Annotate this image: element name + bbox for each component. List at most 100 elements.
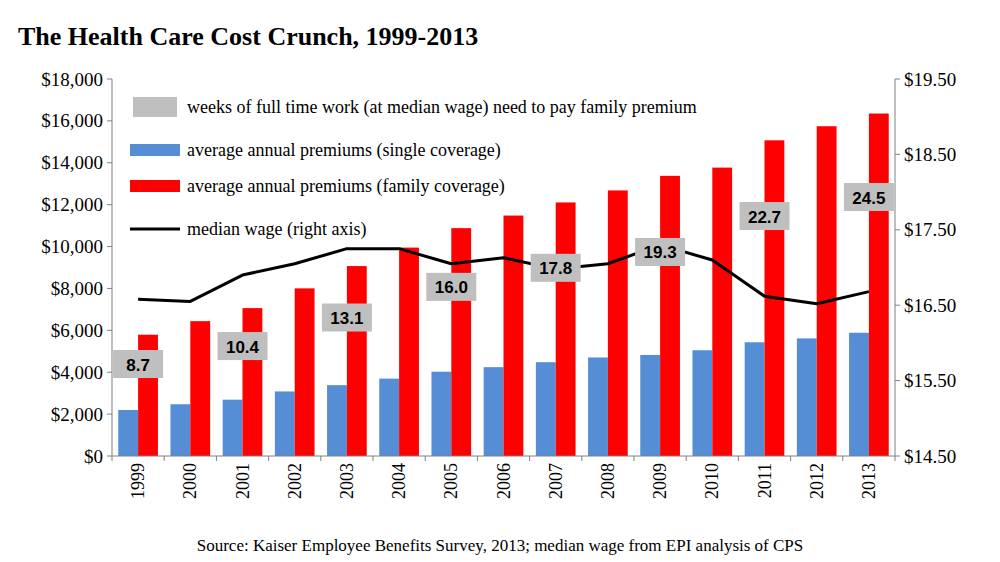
x-tick-label: 2011 xyxy=(755,463,775,498)
y-tick xyxy=(107,246,112,247)
data-label: 19.3 xyxy=(644,243,677,262)
y2-tick xyxy=(895,229,900,230)
y-tick xyxy=(107,79,112,80)
bar xyxy=(817,126,837,456)
x-tick xyxy=(842,456,843,461)
y-tick xyxy=(107,414,112,415)
y-tick xyxy=(107,372,112,373)
annotation-box xyxy=(218,332,268,360)
data-label: 16.0 xyxy=(435,278,468,297)
bar xyxy=(327,385,347,456)
bar xyxy=(869,114,889,456)
y-tick-label: $0 xyxy=(84,446,103,467)
y-tick xyxy=(107,120,112,121)
x-tick-label: 2001 xyxy=(233,463,253,499)
y2-tick xyxy=(895,456,900,457)
lines xyxy=(138,245,869,304)
bar xyxy=(484,367,504,456)
y2-tick-label: $19.50 xyxy=(904,69,956,90)
x-tick-label: 2006 xyxy=(494,463,514,499)
x-tick xyxy=(477,456,478,461)
annotation-box xyxy=(531,254,581,282)
bar xyxy=(379,379,399,456)
bar xyxy=(399,248,419,456)
bar xyxy=(170,404,190,456)
data-label: 10.4 xyxy=(226,338,260,357)
y2-tick xyxy=(895,380,900,381)
y-tick xyxy=(107,204,112,205)
bar xyxy=(745,342,765,456)
y2-tick-label: $15.50 xyxy=(904,370,956,391)
x-tick xyxy=(216,456,217,461)
x-axis-line xyxy=(112,456,895,457)
data-label: 8.7 xyxy=(126,356,150,375)
bar xyxy=(223,400,243,456)
y-tick-label: $10,000 xyxy=(41,236,103,257)
legend: weeks of full time work (at median wage)… xyxy=(130,97,697,240)
annotation-box xyxy=(322,304,372,332)
y-tick xyxy=(107,330,112,331)
x-tick xyxy=(790,456,791,461)
annotation-box xyxy=(740,202,790,230)
x-tick xyxy=(634,456,635,461)
legend-symbol xyxy=(130,144,180,156)
bar xyxy=(640,355,660,456)
data-label: 17.8 xyxy=(539,259,572,278)
title: The Health Care Cost Crunch, 1999-2013 xyxy=(18,22,478,51)
data-label: 22.7 xyxy=(748,208,781,227)
x-tick-label: 2008 xyxy=(598,463,618,499)
y-tick-label: $8,000 xyxy=(51,278,103,299)
y-tick-label: $2,000 xyxy=(51,404,103,425)
y2-tick-label: $14.50 xyxy=(904,446,956,467)
bar xyxy=(295,288,315,456)
x-tick-label: 2000 xyxy=(180,463,200,499)
x-tick xyxy=(529,456,530,461)
data-label: 13.1 xyxy=(330,309,363,328)
bars xyxy=(118,114,888,456)
bar xyxy=(118,410,138,456)
bar xyxy=(660,176,680,456)
y-tick-label: $14,000 xyxy=(41,152,103,173)
y-tick-label: $4,000 xyxy=(51,362,103,383)
bar xyxy=(588,357,608,456)
bar xyxy=(556,202,576,456)
bar xyxy=(797,338,817,456)
y2-tick-label: $17.50 xyxy=(904,219,956,240)
x-tick xyxy=(373,456,374,461)
x-tick-label: 2003 xyxy=(337,463,357,499)
y2-tick xyxy=(895,305,900,306)
y2-axis-line xyxy=(895,79,896,456)
y-tick xyxy=(107,162,112,163)
x-tick-label: 1999 xyxy=(128,463,148,499)
source: Source: Kaiser Employee Benefits Survey,… xyxy=(197,536,804,555)
bar xyxy=(849,333,869,456)
chart: The Health Care Cost Crunch, 1999-2013 $0… xyxy=(0,0,1000,562)
x-tick xyxy=(738,456,739,461)
bar xyxy=(504,216,524,456)
x-tick xyxy=(686,456,687,461)
y-tick xyxy=(107,456,112,457)
y2-tick-label: $16.50 xyxy=(904,295,956,316)
bar xyxy=(275,391,295,456)
bar xyxy=(243,308,263,456)
x-tick-label: 2013 xyxy=(859,463,879,499)
x-tick xyxy=(320,456,321,461)
x-tick-label: 2009 xyxy=(650,463,670,499)
data-label: 24.5 xyxy=(852,189,885,208)
x-tick xyxy=(581,456,582,461)
y-tick-label: $16,000 xyxy=(41,110,103,131)
bar xyxy=(190,321,210,456)
legend-label: average annual premiums (family coverage… xyxy=(187,176,505,197)
y2-tick xyxy=(895,154,900,155)
annotation-box xyxy=(635,238,685,266)
bar xyxy=(608,190,628,456)
annotation-box xyxy=(113,350,163,378)
y-tick xyxy=(107,288,112,289)
x-tick xyxy=(112,456,113,461)
line xyxy=(138,245,869,304)
bar xyxy=(712,168,732,456)
x-tick-label: 2002 xyxy=(285,463,305,499)
legend-symbol xyxy=(130,180,180,192)
legend-label: median wage (right axis) xyxy=(187,219,366,240)
bar xyxy=(692,350,712,456)
